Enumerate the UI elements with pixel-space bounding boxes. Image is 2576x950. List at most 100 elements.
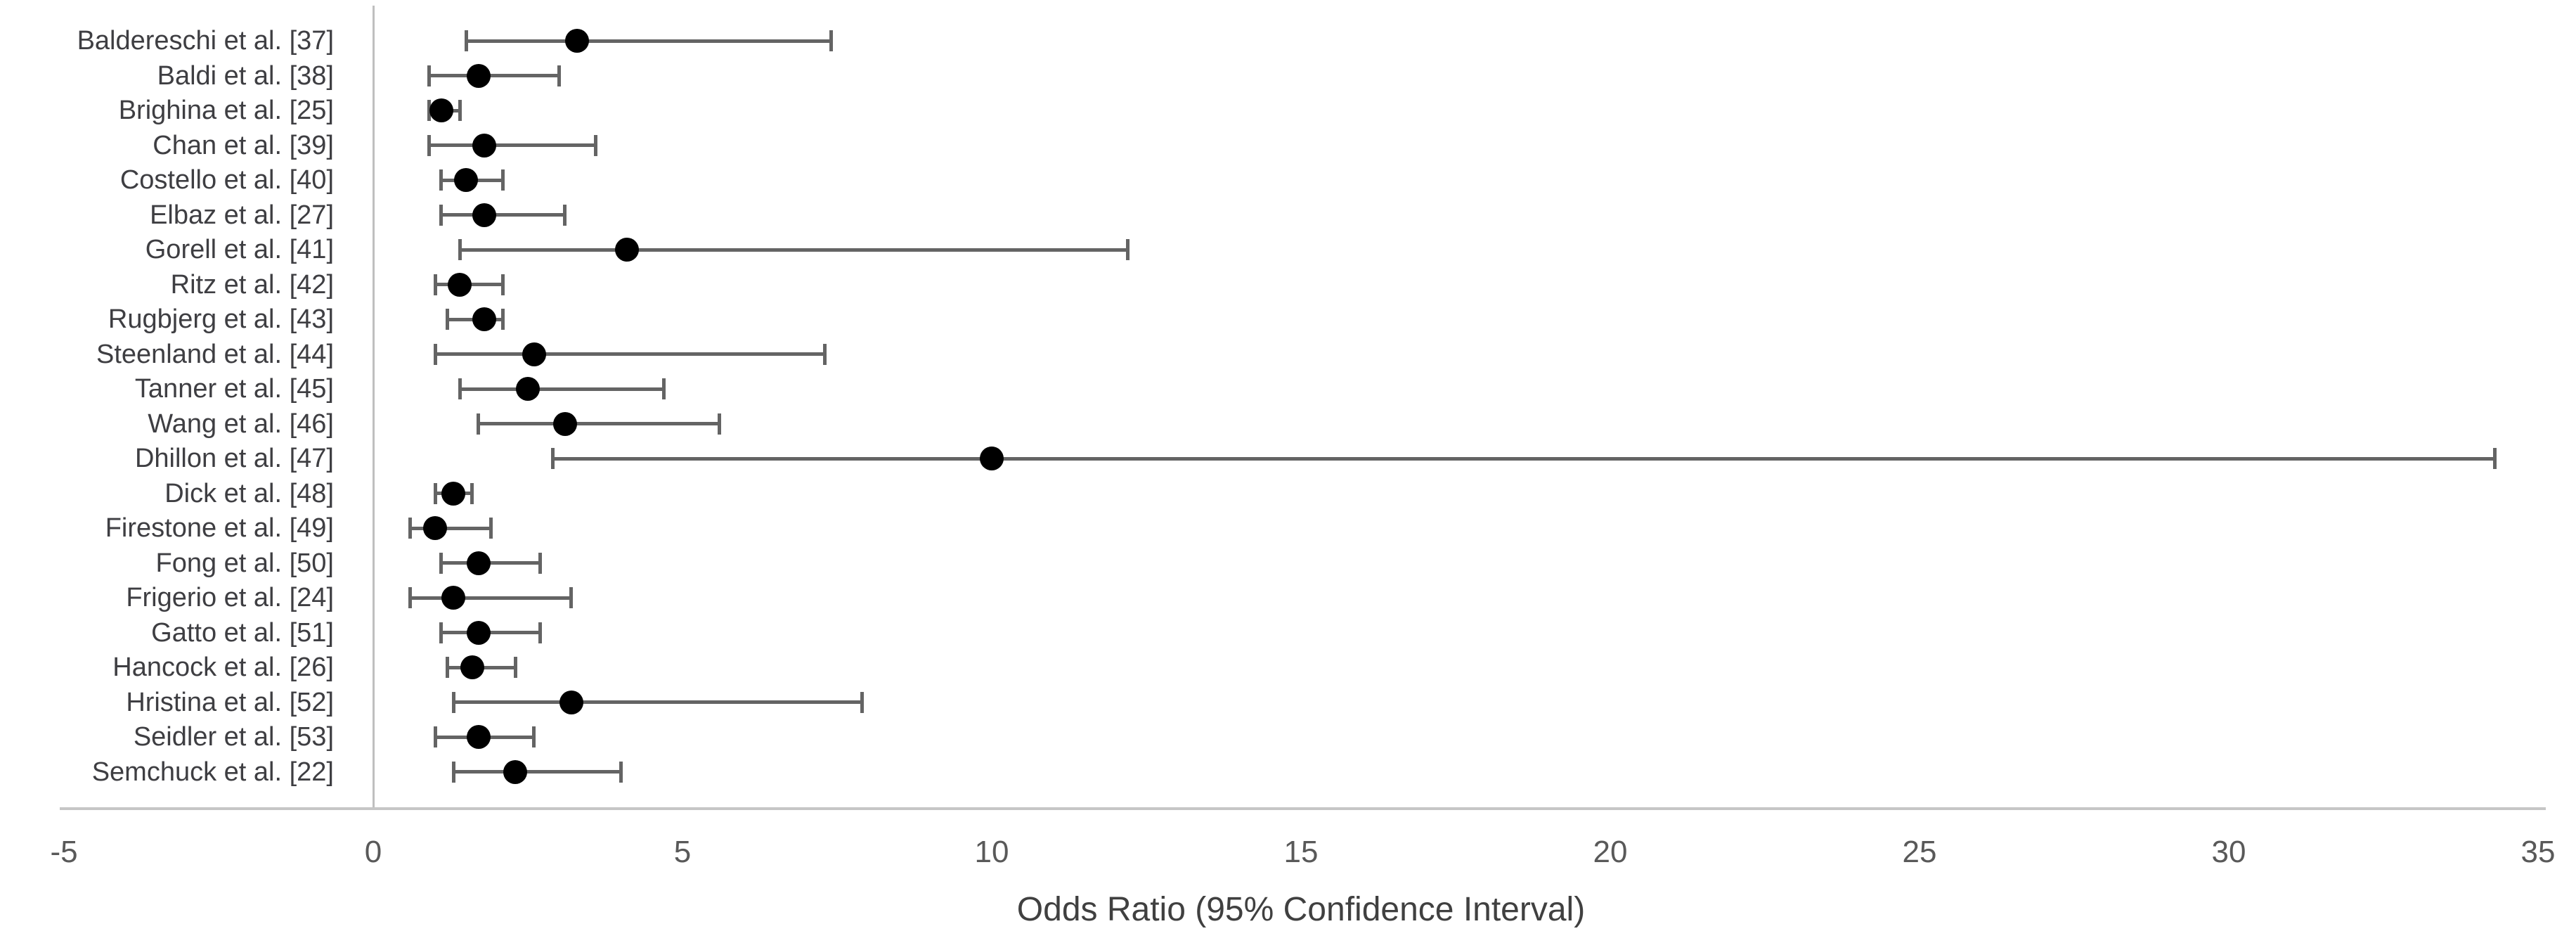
ci-cap-upper [619, 761, 623, 783]
study-label: Semchuck et al. [22] [91, 757, 334, 787]
odds-ratio-marker [441, 481, 466, 506]
odds-ratio-marker [516, 377, 540, 402]
study-label: Ritz et al. [42] [170, 269, 334, 300]
confidence-interval-bar [552, 456, 2495, 461]
confidence-interval-bar [410, 596, 571, 600]
odds-ratio-marker [559, 690, 583, 714]
odds-ratio-marker [980, 447, 1004, 471]
study-label: Gatto et al. [51] [151, 617, 334, 648]
ci-cap-upper [2492, 448, 2497, 470]
zero-reference-line [373, 6, 375, 807]
ci-cap-lower [433, 274, 437, 295]
confidence-interval-bar [441, 561, 541, 565]
odds-ratio-marker [565, 29, 590, 53]
study-label: Baldi et al. [38] [157, 60, 334, 91]
ci-cap-upper [563, 204, 567, 226]
ci-cap-upper [1126, 239, 1130, 261]
study-label: Wang et al. [46] [148, 409, 334, 439]
study-label: Baldereschi et al. [37] [77, 26, 334, 56]
confidence-interval-bar [441, 631, 541, 635]
odds-ratio-marker [454, 168, 478, 193]
confidence-interval-bar [466, 39, 831, 43]
confidence-interval-bar [453, 700, 862, 705]
confidence-interval-bar [460, 248, 1128, 252]
ci-cap-upper [718, 413, 722, 435]
x-axis-tick-label: -5 [50, 835, 78, 869]
odds-ratio-marker [472, 203, 497, 227]
ci-cap-upper [488, 518, 493, 539]
confidence-interval-bar [435, 352, 825, 357]
study-label: Gorell et al. [41] [145, 235, 334, 265]
ci-cap-lower [408, 518, 413, 539]
x-axis-tick-label: 35 [2520, 835, 2556, 869]
ci-cap-lower [433, 726, 437, 748]
ci-cap-upper [458, 100, 462, 122]
ci-cap-lower [477, 413, 481, 435]
study-label: Hancock et al. [26] [112, 653, 334, 683]
study-label: Frigerio et al. [24] [126, 583, 334, 613]
x-axis-line [60, 807, 2546, 810]
x-axis-title: Odds Ratio (95% Confidence Interval) [1016, 891, 1586, 928]
ci-cap-lower [427, 65, 431, 86]
ci-cap-lower [550, 448, 555, 470]
odds-ratio-marker [460, 655, 484, 680]
ci-cap-upper [822, 343, 827, 365]
ci-cap-upper [501, 274, 505, 295]
ci-cap-lower [433, 482, 437, 504]
confidence-interval-bar [453, 770, 621, 774]
ci-cap-upper [501, 309, 505, 330]
odds-ratio-marker [466, 725, 491, 750]
ci-cap-lower [439, 169, 444, 191]
odds-ratio-marker [429, 98, 453, 123]
ci-cap-lower [451, 691, 455, 713]
confidence-interval-bar [410, 526, 491, 530]
ci-cap-lower [439, 552, 444, 574]
confidence-interval-bar [429, 74, 559, 78]
ci-cap-upper [860, 691, 864, 713]
ci-cap-lower [439, 622, 444, 643]
ci-cap-lower [427, 100, 431, 122]
ci-cap-upper [569, 587, 574, 609]
ci-cap-upper [829, 30, 833, 51]
study-label: Steenland et al. [44] [96, 339, 334, 369]
ci-cap-lower [439, 204, 444, 226]
ci-cap-lower [458, 378, 462, 400]
study-label: Seidler et al. [53] [133, 722, 334, 752]
ci-cap-lower [408, 587, 413, 609]
ci-cap-lower [427, 134, 431, 156]
odds-ratio-marker [522, 342, 546, 366]
odds-ratio-marker [552, 411, 577, 436]
confidence-interval-bar [478, 422, 720, 426]
x-axis-tick-label: 15 [1283, 835, 1319, 869]
odds-ratio-marker [423, 516, 447, 541]
odds-ratio-marker [466, 620, 491, 645]
x-axis-tick-label: 30 [2211, 835, 2246, 869]
confidence-interval-bar [460, 387, 664, 391]
ci-cap-lower [458, 239, 462, 261]
study-label: Chan et al. [39] [153, 130, 334, 160]
odds-ratio-marker [503, 759, 528, 784]
confidence-interval-bar [441, 213, 565, 217]
ci-cap-upper [532, 726, 536, 748]
study-label: Fong et al. [50] [155, 548, 335, 578]
ci-cap-upper [501, 169, 505, 191]
ci-cap-upper [470, 482, 474, 504]
ci-cap-upper [662, 378, 666, 400]
study-label: Hristina et al. [52] [126, 687, 334, 717]
study-label: Dhillon et al. [47] [134, 444, 334, 474]
ci-cap-upper [513, 657, 517, 679]
odds-ratio-marker [614, 238, 639, 262]
odds-ratio-marker [448, 272, 472, 297]
study-label: Rugbjerg et al. [43] [108, 304, 334, 335]
odds-ratio-marker [441, 586, 466, 610]
x-axis-tick-label: 0 [364, 835, 382, 869]
ci-cap-upper [538, 622, 543, 643]
ci-cap-lower [446, 309, 450, 330]
odds-ratio-marker [472, 307, 497, 332]
x-axis-tick-label: 5 [673, 835, 692, 869]
ci-cap-upper [538, 552, 543, 574]
odds-ratio-marker [472, 133, 497, 158]
odds-ratio-marker [466, 63, 491, 88]
ci-cap-lower [446, 657, 450, 679]
